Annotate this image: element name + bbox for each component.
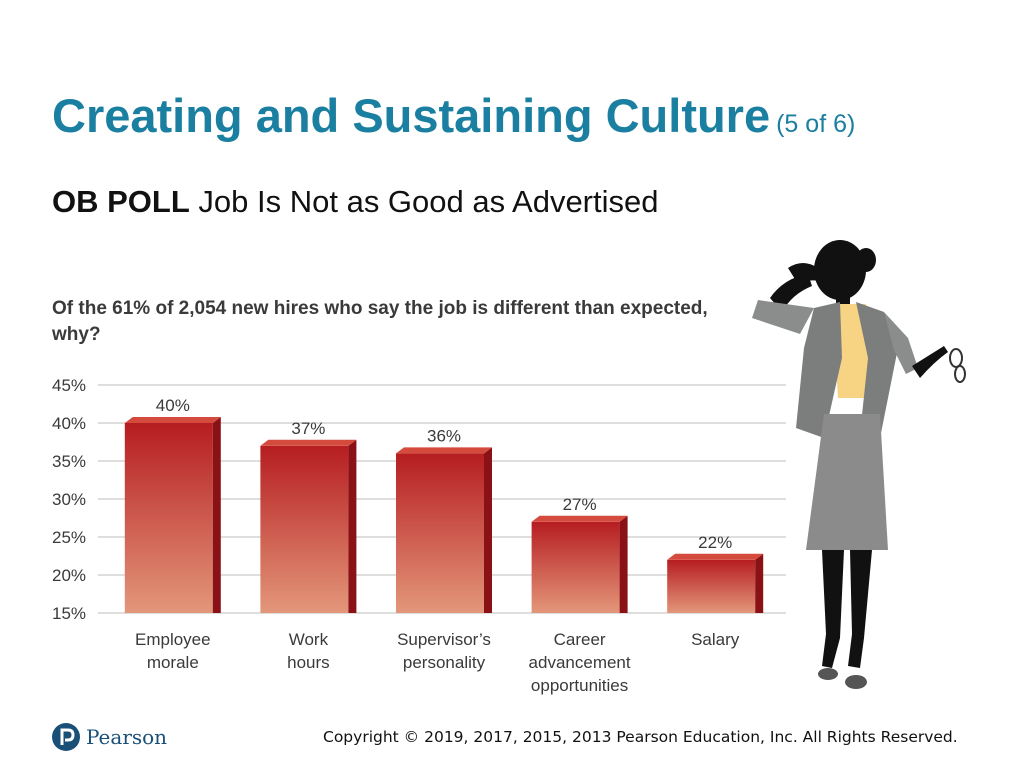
bar-group: 40% (124, 396, 221, 613)
data-label: 37% (291, 419, 325, 438)
y-axis: 45% 40% 35% 30% 25% 20% 15% (52, 376, 86, 623)
bar-side (755, 553, 764, 613)
poll-title: Job Is Not as Good as Advertised (198, 184, 659, 219)
bar-top (260, 439, 357, 446)
bar-top (396, 447, 492, 454)
bar (531, 521, 620, 613)
bar (396, 453, 484, 613)
x-tick-label: Work hours (287, 630, 330, 672)
slide-title-suffix: (5 of 6) (776, 110, 856, 138)
x-tick-label: Salary (691, 630, 740, 649)
pearson-wordmark: Pearson (86, 725, 168, 749)
bar-top (531, 515, 628, 522)
y-tick-label: 15% (52, 604, 86, 623)
x-tick-label-line: Salary (691, 630, 740, 649)
x-tick-label-line: Work (289, 630, 329, 649)
x-tick-label-line: Supervisor’s (397, 630, 491, 649)
bar-group: 36% (396, 426, 492, 613)
x-tick-label: Supervisor’s personality (397, 630, 491, 672)
copyright-notice: Copyright © 2019, 2017, 2015, 2013 Pears… (323, 728, 958, 746)
bar-top (124, 417, 221, 423)
slide-title-text: Creating and Sustaining Culture (52, 89, 771, 142)
poll-heading: OB POLL Job Is Not as Good as Advertised (52, 184, 659, 220)
y-tick-label: 30% (52, 490, 86, 509)
data-label: 27% (563, 495, 597, 514)
x-tick-label: Employee morale (135, 630, 211, 672)
bar (260, 445, 349, 613)
slide-title: Creating and Sustaining Culture (5 of 6) (52, 88, 855, 143)
chart-title: Of the 61% of 2,054 new hires who say th… (52, 298, 708, 345)
bars: 40% 37% 36% 27% 22% (124, 396, 764, 613)
x-tick-label-line: personality (403, 653, 486, 672)
y-tick-label: 45% (52, 376, 86, 395)
y-tick-label: 20% (52, 566, 86, 585)
data-label: 22% (698, 533, 732, 552)
data-label: 40% (156, 396, 190, 415)
poll-label: OB POLL (52, 184, 190, 219)
bar (667, 559, 756, 613)
x-tick-label-line: Career (554, 630, 606, 649)
frustrated-woman-illustration (748, 238, 978, 703)
x-tick-label-line: opportunities (531, 676, 628, 695)
bar-group: 37% (260, 419, 357, 613)
x-tick-label: Career advancement opportunities (529, 630, 631, 695)
bar-group: 22% (667, 533, 764, 613)
x-axis: Employee morale Work hours Supervisor’s perso… (135, 630, 740, 695)
y-tick-label: 25% (52, 528, 86, 547)
bar-group: 27% (531, 495, 628, 613)
data-label: 36% (427, 426, 461, 445)
x-tick-label-line: Employee (135, 630, 211, 649)
x-tick-label-line: advancement (529, 653, 631, 672)
bar (124, 423, 213, 613)
y-tick-label: 35% (52, 452, 86, 471)
bar-side (212, 417, 221, 613)
pearson-logo: Pearson (52, 722, 167, 752)
bar-side (348, 439, 357, 613)
pearson-logo-icon (52, 723, 80, 751)
x-tick-label-line: morale (147, 653, 199, 672)
y-tick-label: 40% (52, 414, 86, 433)
bar-chart: 45% 40% 35% 30% 25% 20% 15% 40% 37% 36% 27% 22% Em… (52, 376, 786, 695)
bar-top (667, 553, 764, 560)
x-tick-label-line: hours (287, 653, 330, 672)
bar-side (484, 447, 492, 613)
bar-side (619, 515, 628, 613)
